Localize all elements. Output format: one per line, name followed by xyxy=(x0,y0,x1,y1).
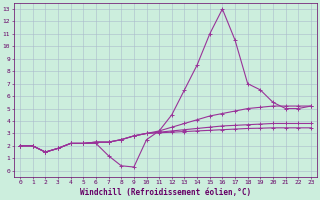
X-axis label: Windchill (Refroidissement éolien,°C): Windchill (Refroidissement éolien,°C) xyxy=(80,188,251,197)
